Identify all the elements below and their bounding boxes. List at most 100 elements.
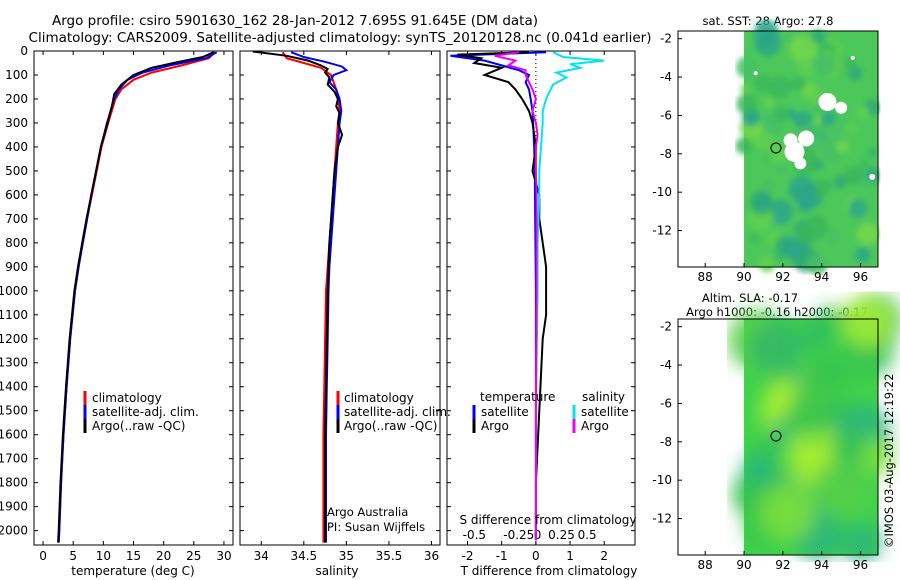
- x-tick-label: 15: [126, 549, 141, 563]
- cloud-gap: [753, 71, 758, 76]
- map-y-tick-label: -2: [660, 32, 672, 46]
- map-texture: [727, 291, 900, 562]
- map-patch: [813, 178, 832, 196]
- map-y-tick-label: -10: [652, 185, 672, 199]
- map-patch: [775, 163, 787, 175]
- map-patch: [813, 54, 835, 76]
- depth-tick-label: 1500: [0, 404, 28, 418]
- map-patch: [847, 65, 863, 81]
- map-x-tick-label: 88: [698, 270, 713, 284]
- map-patch: [767, 75, 791, 99]
- map2-title-line1: Altim. SLA: -0.17: [702, 291, 798, 305]
- depth-tick-label: 300: [5, 116, 28, 130]
- map-x-tick-label: 92: [775, 270, 790, 284]
- map-patch: [797, 59, 815, 77]
- depth-tick-label: 900: [5, 260, 28, 274]
- map-patch: [738, 485, 764, 511]
- map-patch: [830, 431, 865, 466]
- depth-tick-label: 100: [5, 68, 28, 82]
- map-patch: [795, 226, 813, 244]
- x-tick-label: 30: [216, 549, 231, 563]
- map-x-tick-label: 96: [853, 270, 868, 284]
- map-patch: [766, 144, 787, 164]
- legend-title-salinity: salinity: [582, 390, 625, 404]
- difference-panel: -2 -1 0 1 2-0.5 -0.25 0 0.25 0.5: [447, 50, 635, 563]
- cloud-gap: [869, 173, 876, 180]
- map-patch: [740, 83, 752, 95]
- map-y-tick-label: -8: [660, 147, 672, 161]
- series-line-s-argo: [494, 51, 539, 541]
- depth-tick-labels: 0 100 200 300 400 500 600 700 800 900 1000 1100 1200…: [0, 44, 28, 538]
- x-tick-label: 10: [96, 549, 111, 563]
- map2-frame: [677, 318, 879, 556]
- x-tick-label: 0: [39, 549, 47, 563]
- x-tick-label: -2: [462, 549, 474, 563]
- map-patch: [752, 191, 772, 212]
- map-x-tick-label: 94: [814, 270, 829, 284]
- legend-label-s-argo: Argo: [581, 419, 609, 433]
- annotation-pi: PI: Susan Wijffels: [327, 520, 425, 534]
- cloud-gap: [850, 55, 855, 60]
- x-tick-label: 35: [339, 549, 354, 563]
- temperature-panel: 0 5 10 15 20 25 30: [34, 50, 233, 563]
- map1-frame: [677, 30, 879, 268]
- series-group: [252, 51, 349, 543]
- depth-tick-label: 1600: [0, 428, 28, 442]
- map-patch: [813, 460, 871, 517]
- map-patch: [842, 522, 882, 562]
- map-y-tick-label: -6: [660, 108, 672, 122]
- map-patch: [844, 57, 856, 69]
- map-patch: [833, 175, 847, 189]
- legend-label-s-sat: satellite: [581, 405, 629, 419]
- depth-tick-label: 600: [5, 188, 28, 202]
- map-patch: [759, 483, 817, 541]
- cloud-gap: [835, 101, 848, 114]
- map-patch: [789, 35, 817, 63]
- map-patch: [736, 56, 759, 79]
- map-y-tick-label: -12: [652, 512, 672, 526]
- legend-label-argo: Argo(..raw -QC): [92, 419, 185, 433]
- x-tick-label: 35.5: [376, 549, 403, 563]
- x-tick-label: 20: [156, 549, 171, 563]
- map-patch: [758, 255, 776, 273]
- title-line1: Argo profile: csiro 5901630_162 28-Jan-2…: [52, 13, 538, 29]
- x-tick-label: 1: [566, 549, 574, 563]
- map-patch: [856, 222, 880, 246]
- legend-label-clim: climatology: [344, 391, 414, 405]
- map-patch: [846, 123, 857, 134]
- map-patch: [790, 75, 807, 92]
- depth-tick-label: 1700: [0, 452, 28, 466]
- depth-tick-label: 1200: [0, 332, 28, 346]
- map-y-tick-label: -12: [652, 224, 672, 238]
- map-patch: [858, 437, 895, 475]
- map-x-tick-label: 92: [775, 558, 790, 572]
- sla-map: 88 90 92 94 96 -2 -4 -6 -8 -10 -12: [652, 291, 900, 572]
- s-tick-label: 0.5: [578, 528, 597, 542]
- map-patch: [789, 381, 841, 433]
- map1-argo-marker: [770, 142, 782, 154]
- map-patch: [843, 166, 863, 186]
- map-patch: [810, 350, 845, 385]
- legend-label-sat: satellite-adj. clim.: [92, 405, 199, 419]
- depth-tick-label: 1100: [0, 308, 28, 322]
- x-tick-label: 34: [254, 549, 269, 563]
- depth-tick-label: 1900: [0, 500, 28, 514]
- annotation-argo-australia: Argo Australia: [327, 505, 408, 519]
- map-patch: [749, 234, 760, 244]
- map-patch: [826, 229, 839, 243]
- depth-tick-label: 800: [5, 236, 28, 250]
- map-x-tick-label: 90: [736, 270, 751, 284]
- map-patch: [748, 320, 803, 375]
- map-patch: [806, 254, 828, 275]
- depth-tick-label: 700: [5, 212, 28, 226]
- map-y-tick-label: -8: [660, 435, 672, 449]
- map1-axes: 88 90 92 94 96 -2 -4 -6 -8 -10 -12: [652, 32, 868, 284]
- legend-title-temperature: temperature: [480, 390, 555, 404]
- map-y-tick-label: -2: [660, 320, 672, 334]
- x-tick-label: 25: [186, 549, 201, 563]
- map1-field: [735, 19, 881, 275]
- x-tick-label: 34.5: [290, 549, 317, 563]
- map-patch: [802, 321, 830, 348]
- depth-tick-label: 1300: [0, 356, 28, 370]
